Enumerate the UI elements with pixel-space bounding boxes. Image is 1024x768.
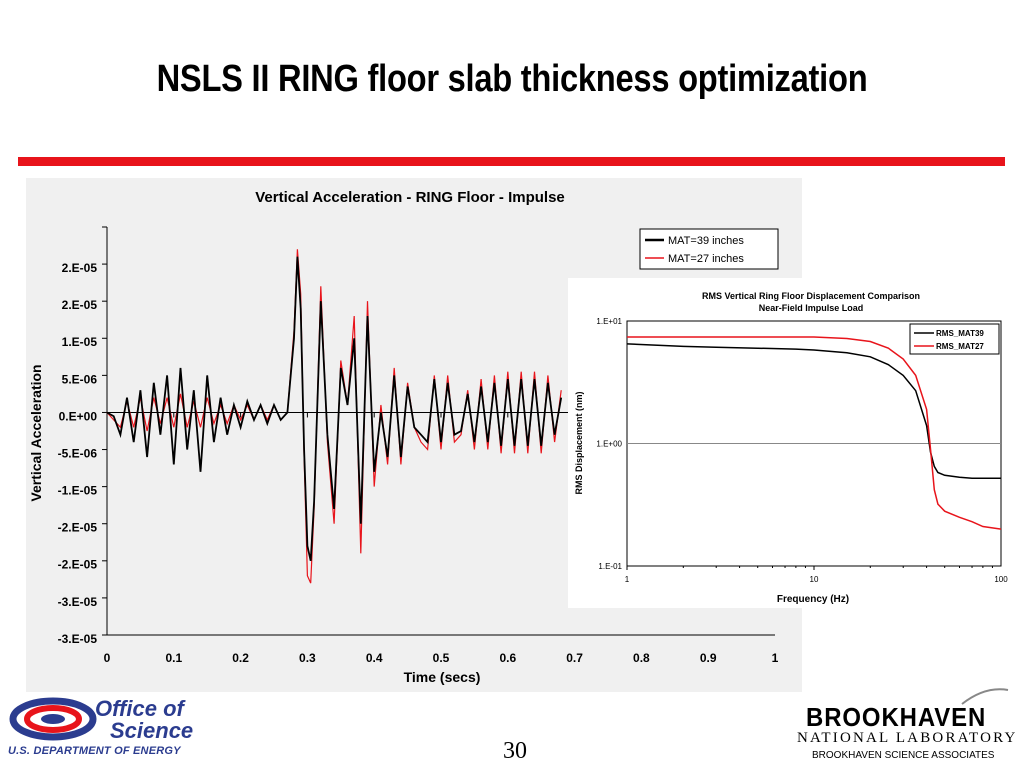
- chart1-y-tick-label: -2.E-05: [58, 558, 98, 572]
- chart1-x-tick-label: 0.6: [499, 651, 516, 665]
- chart1-y-tick-label: 2.E-05: [62, 261, 98, 275]
- chart1-y-tick-label: 5.E-06: [62, 372, 98, 386]
- chart2-x-tick-label: 100: [994, 575, 1008, 584]
- chart1-y-tick-label: 1.E-05: [62, 335, 98, 349]
- rms-displacement-chart-panel: RMS Vertical Ring Floor Displacement Com…: [568, 278, 1020, 608]
- chart1-x-tick-label: 0.5: [433, 651, 450, 665]
- chart1-series-line: [106, 249, 562, 584]
- doe-text: U.S. DEPARTMENT OF ENERGY: [8, 745, 181, 757]
- chart2-legend-label: RMS_MAT27: [936, 342, 984, 351]
- chart1-legend-box: [639, 228, 779, 270]
- title-divider: [18, 157, 1005, 166]
- chart2-legend-label: RMS_MAT39: [936, 329, 984, 338]
- chart1-y-tick-label: -1.E-05: [58, 484, 98, 498]
- chart2-legend-box: [909, 323, 1000, 355]
- chart1-y-tick-label: -2.E-05: [58, 521, 98, 535]
- rms-displacement-chart: RMS Vertical Ring Floor Displacement Com…: [574, 291, 1008, 605]
- chart1-y-tick-label: -3.E-05: [58, 595, 98, 609]
- chart2-y-axis-label: RMS Displacement (nm): [574, 391, 584, 494]
- chart2-x-tick-label: 1: [625, 575, 630, 584]
- chart2-series-line: [627, 336, 1002, 530]
- doe-swirl-icon: [9, 697, 97, 741]
- chart1-x-axis-label: Time (secs): [404, 669, 481, 685]
- page-number: 30: [503, 738, 527, 764]
- national-laboratory-text: NATIONAL LABORATORY: [797, 730, 1018, 746]
- chart1-y-tick-label: 0.E+00: [59, 409, 98, 423]
- brookhaven-logo-text: BROOKHAVEN: [806, 702, 987, 732]
- chart2-legend: RMS_MAT39 RMS_MAT27: [909, 323, 1000, 355]
- bnl-swoosh-icon: [961, 688, 1009, 705]
- office-of-science-logo: [9, 697, 97, 741]
- chart1-title: Vertical Acceleration - RING Floor - Imp…: [255, 189, 565, 206]
- chart1-x-tick-label: 0.7: [566, 651, 583, 665]
- office-of-text: Office of: [95, 696, 184, 721]
- chart1-y-axis-label: Vertical Acceleration: [28, 364, 44, 501]
- chart1-y-tick-label: 2.E-05: [62, 298, 98, 312]
- chart1-x-tick-label: 0: [104, 651, 111, 665]
- chart1-series-line: [106, 256, 563, 561]
- brookhaven-science-associates-text: BROOKHAVEN SCIENCE ASSOCIATES: [812, 750, 995, 761]
- chart1-x-tick-label: 0.8: [633, 651, 650, 665]
- chart2-x-axis-label: Frequency (Hz): [777, 594, 849, 605]
- science-text: Science: [110, 718, 194, 743]
- chart2-subtitle: Near-Field Impulse Load: [759, 303, 864, 313]
- chart1-x-tick-label: 0.9: [700, 651, 717, 665]
- acceleration-chart: Vertical Acceleration - RING Floor - Imp…: [28, 189, 779, 685]
- chart1-legend-label: MAT=27 inches: [668, 253, 744, 265]
- chart1-x-tick-label: 0.1: [165, 651, 182, 665]
- chart1-y-tick-label: -5.E-06: [58, 446, 98, 460]
- chart1-x-tick-label: 0.3: [299, 651, 316, 665]
- chart2-y-tick-label: 1.E-01: [598, 562, 622, 571]
- chart1-legend-label: MAT=39 inches: [668, 235, 744, 247]
- chart2-y-tick-label: 1.E+01: [596, 317, 622, 326]
- chart2-series-line: [626, 343, 1001, 480]
- chart2-y-tick-label: 1.E+00: [596, 440, 622, 449]
- slide-title: NSLS II RING floor slab thickness optimi…: [156, 58, 868, 100]
- chart1-legend: MAT=39 inches MAT=27 inches: [639, 228, 779, 270]
- chart1-y-tick-label: -3.E-05: [58, 632, 98, 646]
- chart1-x-tick-label: 0.4: [366, 651, 383, 665]
- chart1-x-tick-label: 0.2: [232, 651, 249, 665]
- chart1-x-tick-label: 1: [772, 651, 779, 665]
- chart2-x-tick-label: 10: [810, 575, 819, 584]
- chart2-title: RMS Vertical Ring Floor Displacement Com…: [702, 291, 920, 301]
